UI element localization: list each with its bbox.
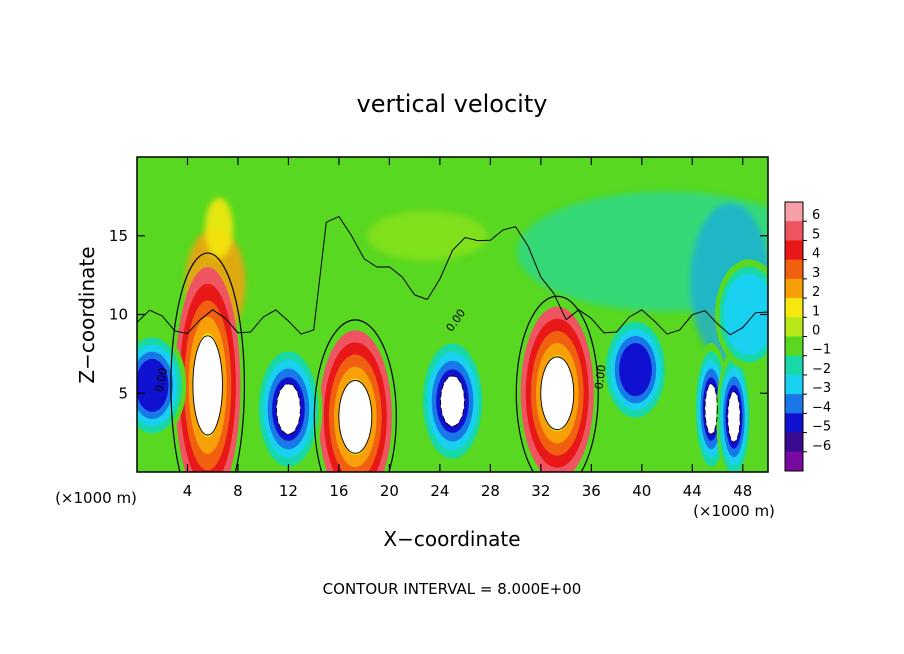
- colorbar-label: −6: [812, 439, 831, 454]
- updraft-cell: [520, 306, 594, 472]
- colorbar-label: 4: [812, 247, 820, 262]
- updraft-core: [338, 380, 372, 454]
- colorbar-swatch: [785, 355, 803, 376]
- colorbar-label: −1: [812, 343, 831, 358]
- contour-value-label: 0.00: [592, 364, 608, 390]
- colorbar-swatch: [785, 374, 803, 395]
- colorbar-swatch: [785, 336, 803, 357]
- y-tick-label: 10: [109, 306, 128, 324]
- colorbar-swatch: [785, 394, 803, 414]
- updraft-cell: [174, 267, 241, 472]
- y-tick-label: 5: [118, 384, 128, 402]
- colorbar-label: −3: [812, 381, 831, 396]
- colorbar-swatch: [785, 259, 803, 280]
- colorbar-label: −5: [812, 420, 831, 435]
- plot-area: 0.000.000.00: [137, 157, 768, 472]
- zero-contour: [170, 252, 246, 472]
- chart-title: vertical velocity: [357, 90, 548, 118]
- x-tick-label: 28: [481, 482, 500, 500]
- downdraft-core: [705, 383, 718, 435]
- colorbar-swatch: [785, 298, 803, 318]
- y-tick-label: 15: [109, 227, 128, 245]
- colorbar-swatch: [785, 278, 803, 299]
- positive-contour: [192, 335, 223, 436]
- downdraft-cell: [418, 334, 487, 468]
- positive-contour: [338, 380, 373, 454]
- zero-contour: [515, 295, 599, 472]
- x-tick-label: 36: [582, 482, 601, 500]
- colorbar-label: −4: [812, 400, 831, 415]
- downdraft-cell: [715, 259, 768, 370]
- colorbar-swatch: [785, 221, 803, 241]
- negative-contour: [276, 383, 301, 435]
- colorbar-swatch: [785, 317, 803, 337]
- positive-contour: [540, 356, 575, 431]
- negative-contour: [727, 391, 741, 443]
- updraft-cell: [318, 330, 392, 472]
- x-tick-label: 4: [183, 482, 193, 500]
- y-axis-unit-label: (×1000 m): [55, 489, 137, 507]
- upper-zero-contour: [137, 215, 768, 336]
- colorbar: 6 5 4 3 2 1 0 −1 −2 −3 −4 −5 −6: [784, 201, 831, 472]
- y-axis-title: Z−coordinate: [75, 246, 99, 383]
- colorbar-label: 3: [812, 266, 820, 281]
- y-axis-ticks: 5 10 15: [109, 227, 768, 402]
- colorbar-label: −2: [812, 362, 831, 377]
- x-tick-label: 8: [233, 482, 243, 500]
- downdraft-cell: [693, 342, 729, 472]
- x-tick-label: 40: [632, 482, 651, 500]
- x-tick-label: 24: [430, 482, 449, 500]
- x-tick-label: 12: [279, 482, 298, 500]
- colorbar-label: 0: [812, 324, 820, 339]
- colorbar-label: 6: [812, 208, 820, 223]
- x-tick-label: 44: [683, 482, 702, 500]
- downdraft-cell: [716, 350, 752, 472]
- downdraft-core: [440, 375, 465, 427]
- contour-interval-note: CONTOUR INTERVAL = 8.000E+00: [323, 580, 582, 598]
- velocity-field: [137, 191, 768, 472]
- colorbar-swatch: [785, 413, 803, 433]
- x-tick-label: 16: [329, 482, 348, 500]
- zero-contour: [313, 319, 397, 472]
- updraft-core: [540, 356, 574, 430]
- colorbar-swatch: [785, 202, 803, 222]
- downdraft-cell: [137, 330, 187, 441]
- x-tick-label: 20: [380, 482, 399, 500]
- colorbar-label: 2: [812, 285, 820, 300]
- negative-contour: [704, 383, 718, 435]
- updraft-core: [192, 335, 223, 435]
- colorbar-swatch: [785, 451, 803, 472]
- negative-contour: [440, 375, 465, 427]
- x-axis-unit-label: (×1000 m): [693, 502, 775, 520]
- downdraft-cell: [601, 314, 670, 425]
- downdraft-core: [276, 383, 301, 435]
- x-axis-ticks: 4 8 12 16 20 24 28 32 36 40 44 48: [183, 157, 752, 500]
- x-tick-label: 32: [531, 482, 550, 500]
- colorbar-swatch: [785, 432, 803, 453]
- colorbar-label: 5: [812, 227, 820, 242]
- x-tick-label: 48: [733, 482, 752, 500]
- colorbar-swatch: [785, 240, 803, 260]
- contour-value-label: 0.00: [152, 367, 170, 394]
- downdraft-core: [727, 391, 741, 443]
- x-axis-title: X−coordinate: [383, 527, 520, 551]
- contour-lines: 0.000.000.00: [137, 215, 768, 472]
- downdraft-cell: [254, 342, 323, 472]
- colorbar-label: 1: [812, 304, 820, 319]
